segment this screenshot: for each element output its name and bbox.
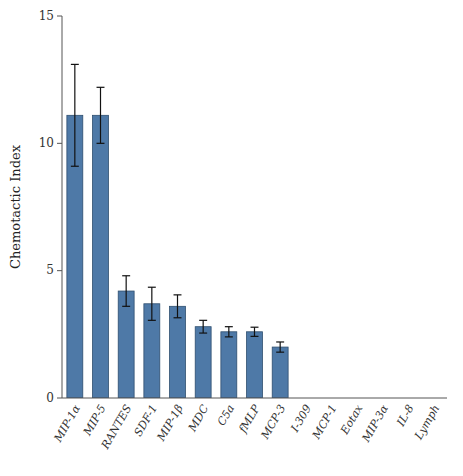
bar <box>221 332 237 398</box>
y-tick-label: 10 <box>39 136 54 150</box>
error-cap <box>225 336 233 337</box>
error-cap <box>174 317 182 318</box>
error-cap <box>97 87 105 88</box>
error-cap <box>174 294 182 295</box>
x-tick-label: MIP-3α <box>359 402 391 445</box>
y-axis-label: Chemotactic Index <box>8 144 23 269</box>
error-bar <box>122 276 130 307</box>
x-tick-label: I-309 <box>288 403 314 436</box>
bar <box>170 306 186 398</box>
bar <box>93 115 109 398</box>
error-bar <box>251 327 259 336</box>
error-line <box>203 320 204 333</box>
error-line <box>151 287 152 320</box>
error-bar <box>174 295 182 318</box>
error-bar <box>148 287 156 320</box>
error-line <box>100 87 101 143</box>
y-tick <box>57 270 62 271</box>
error-bar <box>276 342 284 352</box>
error-cap <box>71 166 79 167</box>
error-line <box>228 327 229 337</box>
y-tick <box>57 143 62 144</box>
y-tick-label: 0 <box>46 391 54 405</box>
bar <box>195 327 211 398</box>
y-tick <box>57 398 62 399</box>
x-tick-label: MIP-1α <box>51 402 83 445</box>
error-cap <box>251 336 259 337</box>
x-tick-label: RANTES <box>98 402 134 452</box>
error-cap <box>148 287 156 288</box>
y-tick-label: 5 <box>46 263 54 277</box>
chart-svg: 0 5 10 15 Chemotactic Index MIP-1αMIP-5RANTES… <box>0 0 463 476</box>
bar <box>272 347 288 398</box>
error-line <box>254 327 255 336</box>
error-cap <box>71 64 79 65</box>
error-bar <box>71 64 79 166</box>
x-tick-label: IL-8 <box>394 403 417 430</box>
error-bar <box>225 327 233 337</box>
error-bar <box>97 87 105 143</box>
error-line <box>74 64 75 166</box>
x-tick-label: MCP-3 <box>258 403 288 443</box>
error-cap <box>122 306 130 307</box>
y-tick <box>57 16 62 17</box>
error-cap <box>251 327 259 328</box>
error-cap <box>225 326 233 327</box>
error-cap <box>276 341 284 342</box>
plot-area <box>67 64 288 398</box>
x-tick-label: Lymph <box>412 403 443 443</box>
error-cap <box>199 320 207 321</box>
chart-container: 0 5 10 15 Chemotactic Index MIP-1αMIP-5RANTES… <box>0 0 463 476</box>
error-line <box>280 342 281 352</box>
bar <box>118 291 134 398</box>
error-cap <box>148 320 156 321</box>
error-cap <box>122 275 130 276</box>
y-tick-label: 15 <box>39 9 54 23</box>
error-cap <box>199 332 207 333</box>
x-tick-label: C5a <box>215 403 237 429</box>
bar <box>247 332 263 398</box>
x-axis-line <box>62 398 447 399</box>
x-axis: MIP-1αMIP-5RANTESSDF-1MIP-1βMDCC5afMLPMC… <box>51 402 442 452</box>
y-axis-line <box>62 16 63 398</box>
x-tick-label: MDC <box>185 402 211 435</box>
error-bar <box>199 320 207 333</box>
error-line <box>126 276 127 307</box>
error-cap <box>276 352 284 353</box>
y-axis: 0 5 10 15 <box>39 9 62 405</box>
error-line <box>177 295 178 318</box>
x-tick-label: MCP-1 <box>309 403 339 443</box>
x-tick-label: fMLP <box>236 402 263 436</box>
error-cap <box>97 143 105 144</box>
x-tick-label: MIP-1β <box>154 403 186 445</box>
